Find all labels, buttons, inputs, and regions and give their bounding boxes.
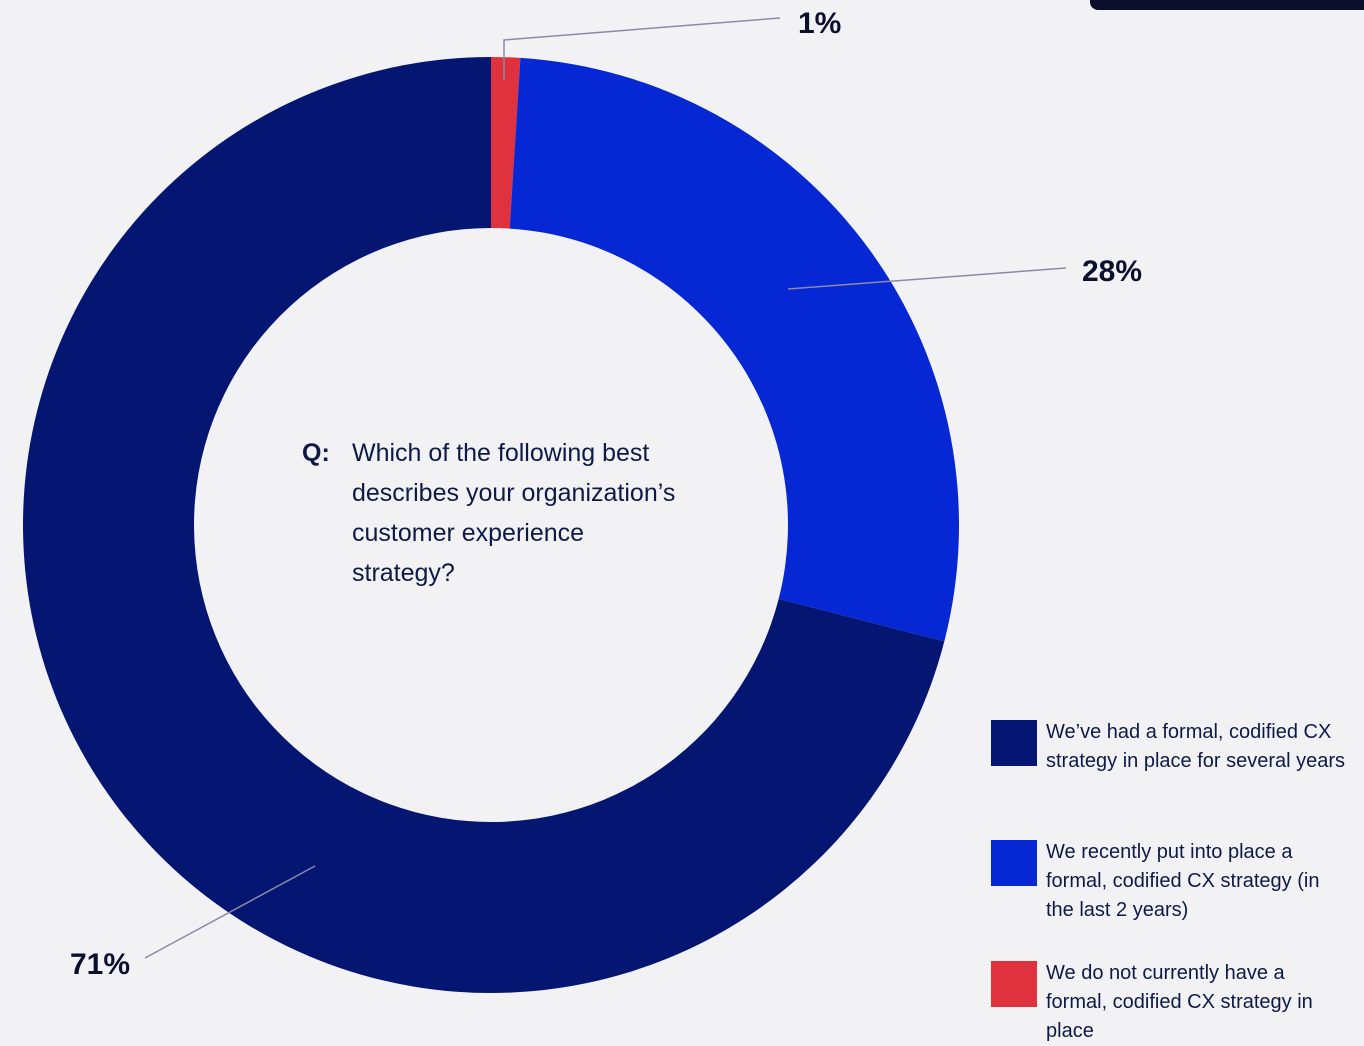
- legend-swatch: [991, 720, 1037, 766]
- slice-no-formal-strategy: [491, 57, 521, 229]
- legend-label: We’ve had a formal, codified CX strategy…: [1046, 721, 1346, 772]
- legend-swatch: [991, 840, 1037, 886]
- leader-line: [787, 267, 1067, 290]
- leader-line: [144, 865, 316, 959]
- legend-label: We do not currently have a formal, codif…: [1046, 962, 1313, 1042]
- corner-decoration: [1090, 0, 1364, 10]
- slice-recently-put-in-place: [509, 57, 959, 642]
- value-label-71: 71%: [70, 948, 130, 981]
- slice-formal-several-years: [23, 57, 945, 994]
- value-label-1: 1%: [798, 7, 841, 40]
- legend-label: We recently put into place a formal, cod…: [1046, 841, 1320, 921]
- question-prefix: Q:: [302, 439, 330, 467]
- question-text: Which of the following best describes yo…: [352, 439, 676, 587]
- leader-line: [503, 17, 781, 80]
- legend-swatch: [991, 961, 1037, 1007]
- value-label-28: 28%: [1082, 255, 1142, 288]
